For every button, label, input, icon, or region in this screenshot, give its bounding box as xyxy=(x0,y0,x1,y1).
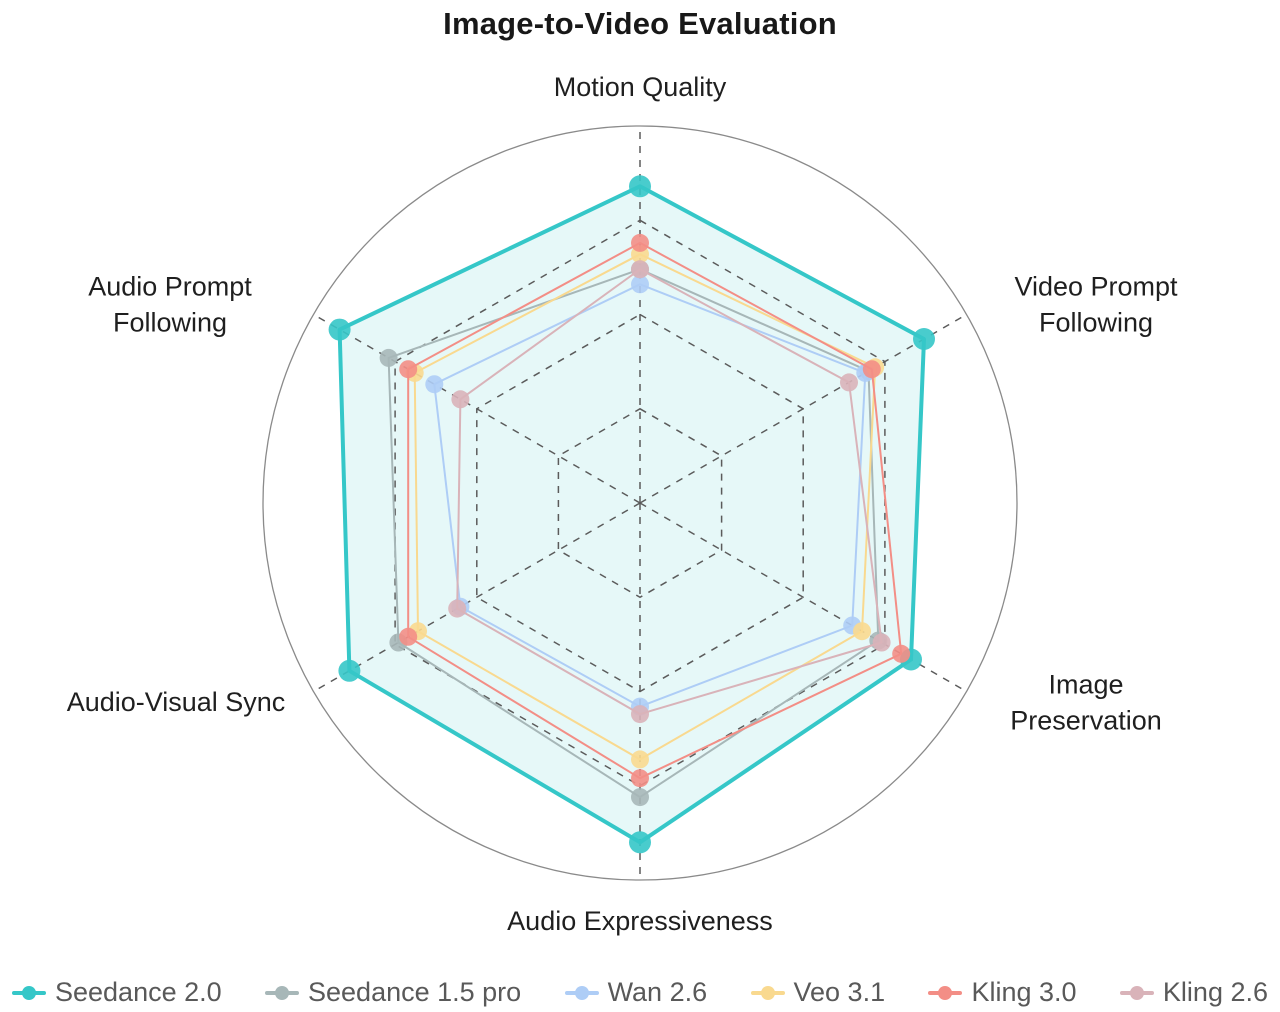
point-kling-3-0-audio-prompt-following xyxy=(399,360,418,379)
point-kling-2-6-audio-visual-sync xyxy=(448,599,467,618)
point-wan-2-6-motion-quality xyxy=(631,275,649,294)
point-veo-3-1-image-preservation xyxy=(853,622,871,641)
series-seedance-2-0-area xyxy=(339,186,925,843)
axis-label-audio-prompt-following: Audio Prompt Following xyxy=(88,271,252,337)
legend: Seedance 2.0 Seedance 1.5 pro Wan 2.6 Veo 3… xyxy=(0,977,1280,1008)
axis-label-audio-visual-sync: Audio-Visual Sync xyxy=(66,687,286,718)
point-seedance-1-5-pro-audio-expressiveness xyxy=(631,788,649,807)
point-kling-2-6-audio-expressiveness xyxy=(631,705,649,724)
point-kling-2-6-video-prompt-following xyxy=(840,373,858,392)
point-kling-3-0-audio-visual-sync xyxy=(399,627,418,646)
point-seedance-1-5-pro-audio-prompt-following xyxy=(379,348,398,367)
point-kling-2-6-audio-prompt-following xyxy=(451,390,470,409)
legend-label: Kling 2.6 xyxy=(1162,977,1268,1007)
axis-label-video-prompt-following: Video Prompt Following xyxy=(1014,271,1178,337)
legend-item-seedance-1-5-pro: Seedance 1.5 pro xyxy=(265,977,521,1008)
legend-marker-icon xyxy=(928,985,963,1000)
legend-marker-dot xyxy=(938,985,953,1000)
legend-label: Wan 2.6 xyxy=(607,977,708,1007)
point-seedance-2-0-audio-visual-sync xyxy=(338,659,361,682)
legend-item-kling-2-6: Kling 2.6 xyxy=(1119,977,1268,1008)
legend-item-veo-3-1: Veo 3.1 xyxy=(750,977,886,1008)
legend-marker-dot xyxy=(574,985,589,1000)
legend-marker-dot xyxy=(275,985,290,1000)
axis-label-audio-expressiveness: Audio Expressiveness xyxy=(507,906,773,937)
legend-marker-dot xyxy=(1129,985,1144,1000)
axis-spoke-video-prompt-following xyxy=(639,313,967,504)
legend-marker-icon xyxy=(564,985,599,1000)
point-kling-2-6-image-preservation xyxy=(872,633,891,652)
point-seedance-2-0-video-prompt-following xyxy=(913,328,935,350)
legend-marker-dot xyxy=(22,985,36,1000)
legend-label: Seedance 1.5 pro xyxy=(308,977,522,1007)
point-seedance-2-0-audio-prompt-following xyxy=(328,318,351,341)
legend-marker-dot xyxy=(760,985,775,1000)
point-seedance-2-0-motion-quality xyxy=(629,175,651,198)
legend-item-kling-3-0: Kling 3.0 xyxy=(928,977,1077,1008)
axis-label-motion-quality: Motion Quality xyxy=(553,72,727,103)
legend-label: Veo 3.1 xyxy=(793,977,886,1007)
point-veo-3-1-audio-expressiveness xyxy=(631,750,649,769)
legend-marker-icon xyxy=(1119,985,1154,1000)
point-kling-2-6-motion-quality xyxy=(631,260,649,279)
axis-label-image-preservation: Image Preservation xyxy=(1010,669,1162,735)
legend-marker-icon xyxy=(750,985,785,1000)
point-kling-3-0-audio-expressiveness xyxy=(631,769,649,788)
legend-label: Seedance 2.0 xyxy=(55,977,222,1007)
chart-title: Image-to-Video Evaluation xyxy=(443,6,837,41)
legend-item-wan-2-6: Wan 2.6 xyxy=(564,977,708,1008)
point-kling-3-0-image-preservation xyxy=(892,644,911,663)
legend-item-seedance-2-0: Seedance 2.0 xyxy=(12,977,222,1008)
grid-outer-circle xyxy=(262,125,1018,881)
axis-spoke-audio-visual-sync xyxy=(313,502,641,693)
grid-ring xyxy=(557,407,723,599)
point-wan-2-6-audio-prompt-following xyxy=(425,375,444,394)
point-kling-3-0-motion-quality xyxy=(631,233,649,252)
axis-spoke-audio-prompt-following xyxy=(313,313,641,504)
legend-marker-icon xyxy=(265,985,300,1000)
legend-marker-icon xyxy=(12,985,46,1000)
point-seedance-2-0-audio-expressiveness xyxy=(629,831,651,854)
point-kling-3-0-video-prompt-following xyxy=(862,360,881,379)
legend-label: Kling 3.0 xyxy=(971,977,1077,1007)
